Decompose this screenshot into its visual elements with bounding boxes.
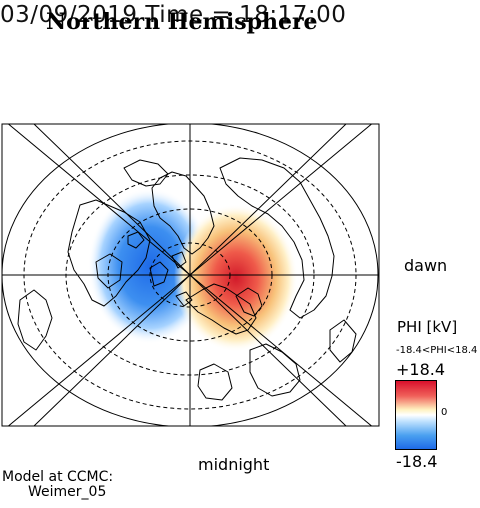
asia-lower	[249, 343, 301, 397]
alaska-coast	[123, 159, 169, 187]
midnight-label: midnight	[198, 455, 270, 474]
colorbar-range: -18.4<PHI<18.4	[396, 346, 478, 356]
pacific-coast	[17, 289, 53, 351]
north-america-coast	[67, 199, 151, 307]
siberia-coast	[219, 157, 335, 319]
potential-pattern	[88, 188, 298, 352]
map-frame	[1, 123, 380, 427]
scandinavia	[235, 287, 263, 317]
iceland	[175, 291, 193, 307]
hudson-bay	[95, 253, 123, 289]
europe-coast	[185, 283, 257, 335]
colorbar-zero-label: 0	[441, 407, 448, 418]
eastern-asia	[329, 319, 357, 363]
colorbar	[395, 380, 437, 450]
coastlines	[17, 157, 357, 401]
colorbar-min-label: -18.4	[396, 452, 438, 471]
greenland-coast	[151, 171, 215, 255]
page-title: Northern Hemisphere	[46, 9, 318, 35]
model-name: Weimer_05	[28, 484, 107, 500]
colorbar-max-label: +18.4	[396, 360, 446, 379]
arctic-islands	[127, 231, 187, 287]
time-label: 03/09/2019 Time = 18:17:00	[0, 2, 347, 28]
colorbar-title: PHI [kV]	[397, 318, 458, 336]
model-label: Model at CCMC:	[2, 469, 114, 485]
dawn-label: dawn	[404, 256, 448, 275]
north-africa	[197, 363, 233, 401]
meridian-lines	[2, 124, 379, 426]
